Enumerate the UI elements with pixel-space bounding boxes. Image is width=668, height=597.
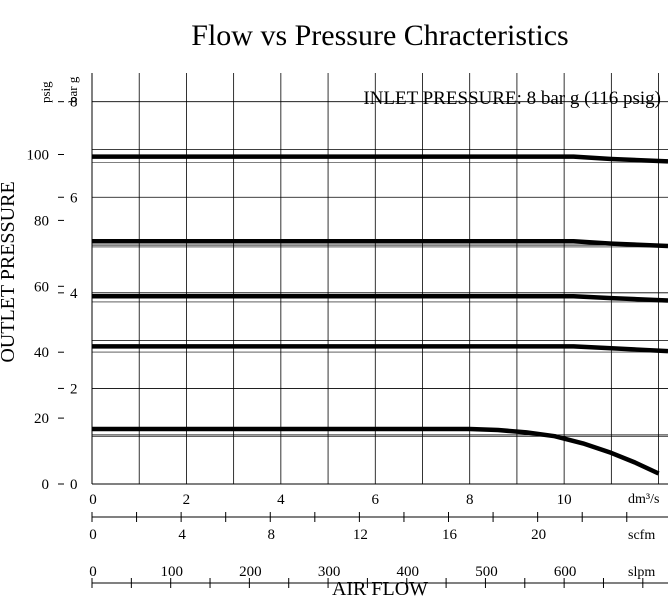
bar-tick-label: 0 <box>70 477 78 493</box>
x-tick-label: 8 <box>466 492 474 508</box>
secondary-x-tick-label: 20 <box>531 527 546 543</box>
bar-tick-label: 6 <box>70 190 78 206</box>
x-axis-unit: dm³/s <box>628 492 659 507</box>
secondary-x-tick-label: 0 <box>89 564 97 580</box>
grid <box>91 73 668 484</box>
secondary-x-axis-unit: scfm <box>628 528 655 543</box>
series-line-3 <box>92 293 668 303</box>
series-line-2 <box>92 238 668 249</box>
x-tick-label: 2 <box>183 492 191 508</box>
psig-tick-label: 100 <box>27 147 50 163</box>
psig-tick-label: 20 <box>34 411 49 427</box>
bar-tick-label: 2 <box>70 381 78 397</box>
bar-axis-unit: bar g <box>65 76 80 103</box>
series-line-5 <box>92 426 660 476</box>
y-axis-label: OUTLET PRESSURE <box>0 181 19 362</box>
x-tick-label: 4 <box>277 492 285 508</box>
psig-tick-label: 80 <box>34 213 49 229</box>
secondary-x-axis-unit: slpm <box>628 565 655 580</box>
series-line-1 <box>92 154 668 164</box>
psig-tick-label: 40 <box>34 345 49 361</box>
psig-axis-unit: psig <box>38 81 53 103</box>
secondary-x-tick-label: 600 <box>554 564 577 580</box>
psig-tick-label: 0 <box>42 477 50 493</box>
secondary-x-tick-label: 100 <box>160 564 183 580</box>
series-line-4 <box>92 344 668 354</box>
secondary-x-tick-label: 500 <box>475 564 498 580</box>
secondary-x-tick-label: 4 <box>178 527 186 543</box>
chart-title: Flow vs Pressure Chracteristics <box>191 19 568 52</box>
secondary-x-tick-label: 400 <box>397 564 420 580</box>
secondary-x-tick-label: 200 <box>239 564 262 580</box>
x-tick-label: 0 <box>89 492 97 508</box>
secondary-x-tick-label: 12 <box>353 527 368 543</box>
inlet-pressure-annotation: INLET PRESSURE: 8 bar g (116 psig) <box>363 88 661 109</box>
secondary-x-tick-label: 300 <box>318 564 341 580</box>
secondary-x-tick-label: 8 <box>268 527 276 543</box>
x-tick-label: 10 <box>557 492 572 508</box>
secondary-x-tick-label: 0 <box>89 527 97 543</box>
bar-tick-label: 4 <box>70 286 78 302</box>
x-axis-label: AIR FLOW <box>332 578 428 597</box>
secondary-x-tick-label: 16 <box>442 527 458 543</box>
series-layer <box>92 154 668 476</box>
bar-tick-label: 8 <box>70 95 78 111</box>
psig-tick-label: 60 <box>34 279 49 295</box>
x-tick-label: 6 <box>372 492 380 508</box>
